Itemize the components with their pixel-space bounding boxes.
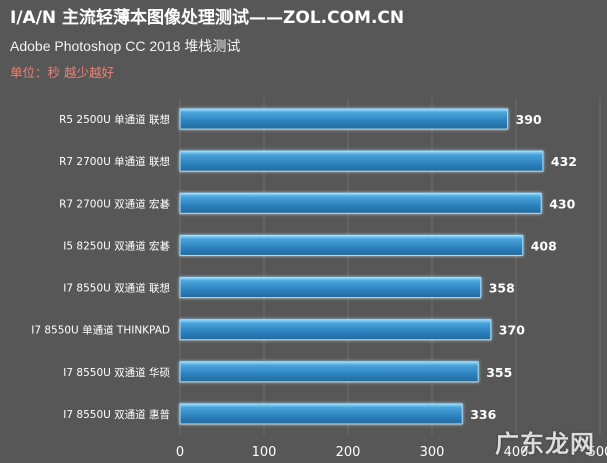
category-label: I7 8550U 双通道 联想 [63,282,170,295]
bar [179,319,492,341]
data-label: 432 [551,154,577,169]
category-label: R7 2700U 单通道 联想 [59,155,170,168]
data-label: 358 [489,281,515,296]
x-tick-label: 100 [252,445,277,460]
x-tick-label: 200 [336,445,361,460]
x-tick-label: 400 [504,445,529,460]
bar [179,234,524,256]
category-label: I7 8550U 单通道 THINKPAD [31,324,170,337]
gridlines [179,98,601,435]
category-label: R7 2700U 双通道 宏碁 [59,197,170,210]
data-label: 390 [516,112,542,127]
chart-title: I/A/N 主流轻薄本图像处理测试——ZOL.COM.CN [10,8,405,28]
watermark-logo: 广东龙网 [495,429,595,458]
x-tick-label: 0 [176,445,184,460]
x-axis-ticks: 0 100 200 300 400 500 [176,445,607,460]
data-label: 336 [470,407,496,422]
data-label: 355 [486,365,512,380]
bar [179,150,544,172]
category-label: I7 8550U 双通道 华硕 [63,366,170,379]
data-label: 408 [531,238,557,253]
bar [179,361,479,383]
category-label: I7 8550U 双通道 惠普 [63,408,170,421]
data-label: 370 [499,323,525,338]
unit-note: 单位：秒 越少越好 [10,65,114,80]
x-tick-label: 300 [420,445,445,460]
bar [179,192,542,214]
bar [179,277,482,299]
bar [179,108,509,130]
x-tick-label: 500 [588,445,607,460]
bars: R5 2500U 单通道 联想 390 R7 2700U 单通道 联想 432 R7 2… [31,108,577,425]
category-label: R5 2500U 单通道 联想 [59,113,170,126]
data-label: 430 [549,196,575,211]
chart-subtitle: Adobe Photoshop CC 2018 堆栈测试 [10,38,241,54]
bar [179,403,463,425]
category-label: I5 8250U 双通道 宏碁 [63,239,170,252]
